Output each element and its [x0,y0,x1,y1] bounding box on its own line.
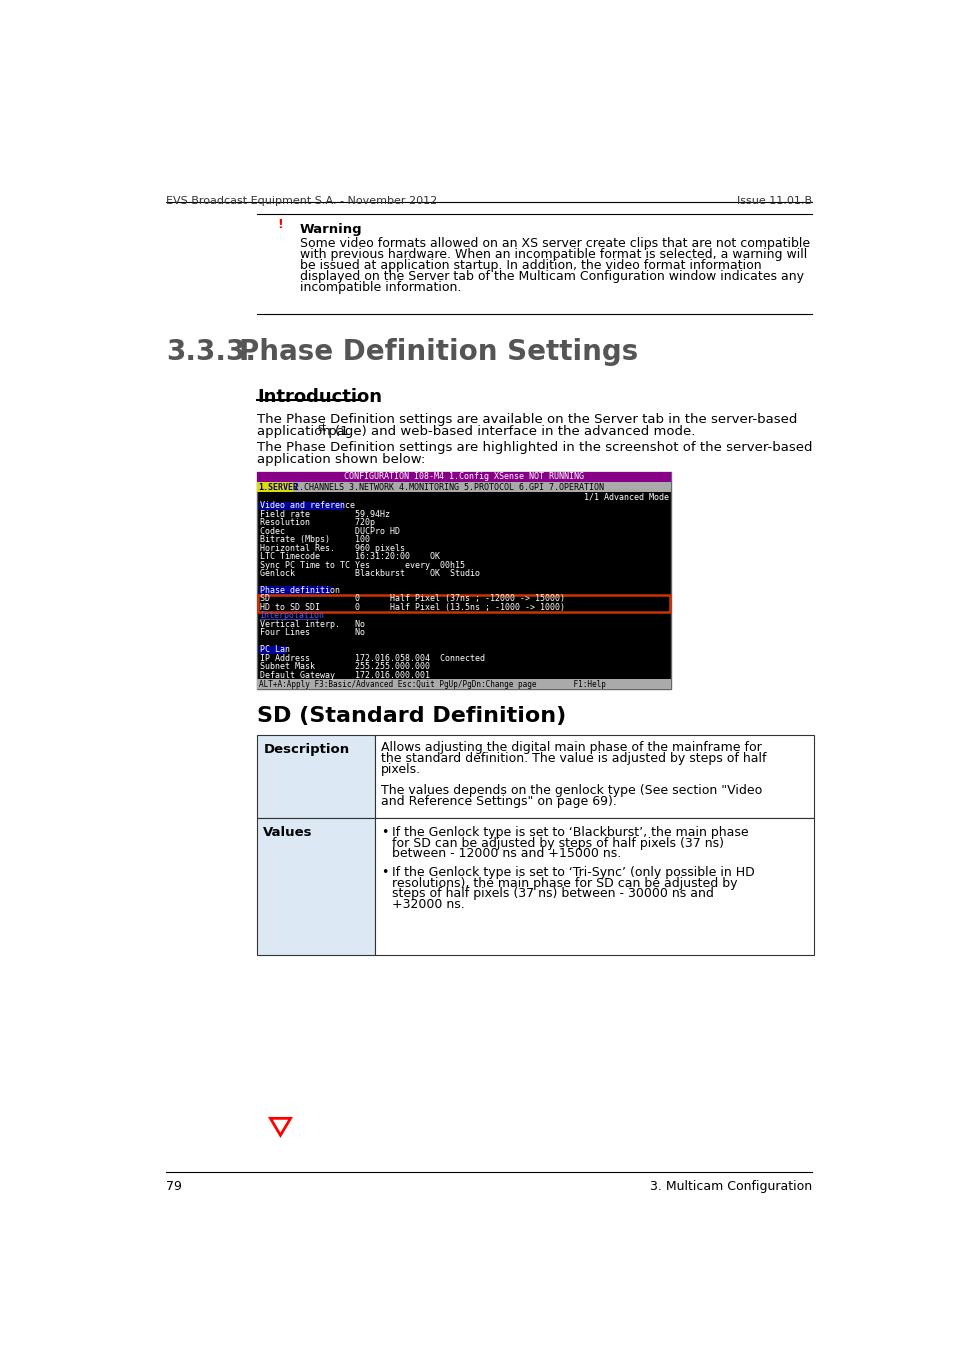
Text: Codec              DUCPro HD: Codec DUCPro HD [259,526,399,536]
Bar [257,595,670,612]
Text: Resolution         720p: Resolution 720p [259,518,375,528]
Text: If the Genlock type is set to ‘Blackburst’, the main phase: If the Genlock type is set to ‘Blackburs… [392,826,748,838]
Text: The values depends on the genlock type (See section "Video: The values depends on the genlock type (… [381,784,761,796]
Text: 1.SERVER: 1.SERVER [258,483,298,491]
Text: If the Genlock type is set to ‘Tri-Sync’ (only possible in HD: If the Genlock type is set to ‘Tri-Sync’… [392,865,754,879]
Bar [375,734,813,818]
Text: Default Gateway    172.016.000.001: Default Gateway 172.016.000.001 [259,671,429,679]
Bar [257,482,670,493]
Text: •: • [381,865,388,879]
Bar [257,471,670,688]
Text: be issued at application startup. In addition, the video format information: be issued at application startup. In add… [299,259,760,271]
Bar [257,734,375,818]
Text: Field rate         59.94Hz: Field rate 59.94Hz [259,510,389,518]
Text: Subnet Mask        255.255.000.000: Subnet Mask 255.255.000.000 [259,663,429,671]
Text: IP Address         172.016.058.004  Connected: IP Address 172.016.058.004 Connected [259,653,484,663]
Bar [257,679,670,688]
Text: Horizontal Res.    960 pixels: Horizontal Res. 960 pixels [259,544,404,552]
Text: Sync PC Time to TC Yes       every  00h15: Sync PC Time to TC Yes every 00h15 [259,560,464,570]
Text: 1/1 Advanced Mode: 1/1 Advanced Mode [584,493,669,501]
Bar [375,818,813,954]
Text: PC Lan: PC Lan [259,645,289,655]
Text: The Phase Definition settings are available on the Server tab in the server-base: The Phase Definition settings are availa… [257,413,797,427]
Text: Description: Description [263,743,349,756]
Bar [257,482,293,493]
Text: st: st [317,423,326,433]
Text: Bitrate (Mbps)     100: Bitrate (Mbps) 100 [259,535,369,544]
Text: the standard definition. The value is adjusted by steps of half: the standard definition. The value is ad… [381,752,766,765]
Text: displayed on the Server tab of the Multicam Configuration window indicates any: displayed on the Server tab of the Multi… [299,270,803,284]
Text: +32000 ns.: +32000 ns. [392,898,464,911]
Text: Video and reference: Video and reference [259,501,355,510]
Text: CONFIGURATION I08-M4 1.Config XSense NOT RUNNING: CONFIGURATION I08-M4 1.Config XSense NOT… [344,472,583,482]
Text: Genlock            Blackburst     OK  Studio: Genlock Blackburst OK Studio [259,570,479,578]
Bar [258,502,344,510]
Text: SD                 0      Half Pixel (37ns ; -12000 -> 15000): SD 0 Half Pixel (37ns ; -12000 -> 15000) [259,594,564,603]
Text: Allows adjusting the digital main phase of the mainframe for: Allows adjusting the digital main phase … [381,741,761,755]
Text: 79: 79 [166,1180,181,1193]
Text: 3. Multicam Configuration: 3. Multicam Configuration [649,1180,811,1193]
Text: 3.3.3.: 3.3.3. [166,338,255,366]
Text: pixels.: pixels. [381,763,421,776]
Text: ALT+A:Apply F3:Basic/Advanced Esc:Quit PgUp/PgDn:Change page        F1:Help: ALT+A:Apply F3:Basic/Advanced Esc:Quit P… [258,679,605,688]
Text: Phase Definition Settings: Phase Definition Settings [239,338,638,366]
Text: page) and web-based interface in the advanced mode.: page) and web-based interface in the adv… [323,425,695,439]
Text: steps of half pixels (37 ns) between - 30000 ns and: steps of half pixels (37 ns) between - 3… [392,887,713,900]
Polygon shape [270,1118,291,1135]
Text: LTC Timecode       16:31:20:00    OK: LTC Timecode 16:31:20:00 OK [259,552,439,562]
Text: Some video formats allowed on an XS server create clips that are not compatible: Some video formats allowed on an XS serv… [299,236,809,250]
Text: The Phase Definition settings are highlighted in the screenshot of the server-ba: The Phase Definition settings are highli… [257,440,812,454]
Text: resolutions), the main phase for SD can be adjusted by: resolutions), the main phase for SD can … [392,876,737,890]
Text: and Reference Settings" on page 69).: and Reference Settings" on page 69). [381,795,617,807]
Text: Phase definition: Phase definition [259,586,339,595]
Text: Four Lines         No: Four Lines No [259,628,364,637]
Text: Values: Values [263,826,313,838]
Text: between - 12000 ns and +15000 ns.: between - 12000 ns and +15000 ns. [392,848,620,860]
Text: Introduction: Introduction [257,389,382,406]
Text: application (1: application (1 [257,425,349,439]
Text: HD to SD SDI       0      Half Pixel (13.5ns ; -1000 -> 1000): HD to SD SDI 0 Half Pixel (13.5ns ; -100… [259,603,564,612]
Text: EVS Broadcast Equipment S.A. - November 2012: EVS Broadcast Equipment S.A. - November … [166,196,436,207]
Bar [258,586,331,595]
Text: •: • [381,826,388,838]
Text: SD (Standard Definition): SD (Standard Definition) [257,706,566,725]
Text: !: ! [277,219,283,231]
Bar [257,818,375,954]
Text: with previous hardware. When an incompatible format is selected, a warning will: with previous hardware. When an incompat… [299,248,806,261]
Text: Issue 11.01.B: Issue 11.01.B [737,196,811,207]
Text: Interpolation: Interpolation [259,612,324,621]
Bar [257,471,670,482]
Text: incompatible information.: incompatible information. [299,281,460,294]
Bar [258,645,285,653]
Text: 2.CHANNELS 3.NETWORK 4.MONITORING 5.PROTOCOL 6.GPI 7.OPERATION: 2.CHANNELS 3.NETWORK 4.MONITORING 5.PROT… [294,483,604,491]
Text: Warning: Warning [299,223,362,236]
Text: for SD can be adjusted by steps of half pixels (37 ns): for SD can be adjusted by steps of half … [392,837,723,849]
Text: application shown below:: application shown below: [257,454,425,466]
Text: Vertical interp.   No: Vertical interp. No [259,620,364,629]
